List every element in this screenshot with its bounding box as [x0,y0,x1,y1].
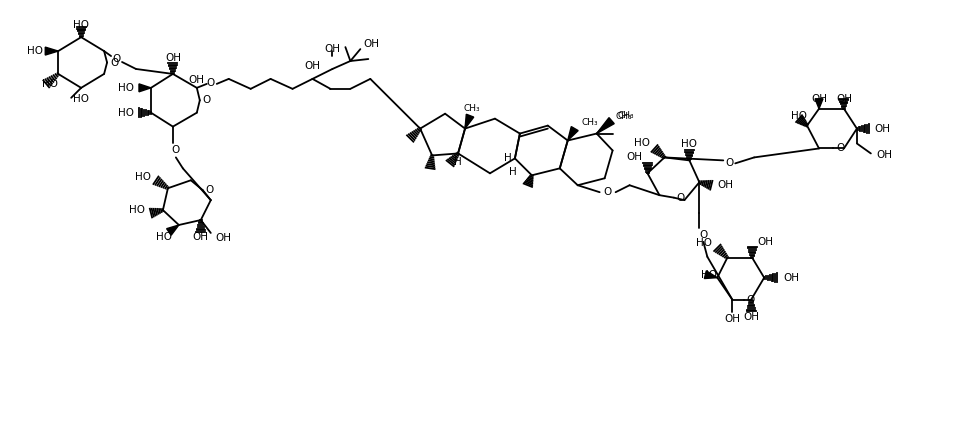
Text: OH: OH [324,44,340,54]
Text: H: H [509,167,517,178]
Text: OH: OH [877,150,893,161]
Text: O: O [836,144,845,153]
Text: OH: OH [193,232,209,242]
Text: O: O [110,58,118,67]
Text: OH: OH [216,233,232,243]
Polygon shape [465,114,474,128]
Text: OH: OH [811,94,827,104]
Text: HO: HO [129,205,145,215]
Text: H: H [504,153,512,163]
Text: CH₃: CH₃ [582,118,598,127]
Text: OH: OH [165,53,181,63]
Text: OH: OH [743,312,760,322]
Polygon shape [704,271,717,279]
Text: HO: HO [73,94,89,104]
Text: O: O [206,78,215,88]
Text: HO: HO [73,20,89,30]
Polygon shape [139,84,151,92]
Polygon shape [45,47,58,55]
Text: H: H [455,157,462,167]
Text: HO: HO [42,79,58,89]
Text: OH: OH [875,124,891,134]
Text: OH: OH [836,94,852,104]
Text: HO: HO [27,46,43,56]
Polygon shape [815,99,823,109]
Text: O: O [112,54,120,64]
Text: OH: OH [189,75,205,85]
Text: OH: OH [784,273,799,283]
Text: OH: OH [717,180,734,190]
Text: HO: HO [634,139,649,149]
Polygon shape [568,127,578,140]
Text: O: O [725,158,734,169]
Text: O: O [747,294,755,305]
Text: HO: HO [701,270,717,280]
Text: HO: HO [682,140,697,149]
Text: OH: OH [305,61,320,71]
Text: HO: HO [791,111,807,121]
Text: OH: OH [626,153,643,162]
Text: HO: HO [696,238,713,248]
Text: CH₃: CH₃ [618,111,634,120]
Text: HO: HO [135,172,151,182]
Text: CH₃: CH₃ [464,104,480,113]
Text: HO: HO [156,232,172,242]
Text: HO: HO [118,83,134,93]
Text: HO: HO [118,107,134,118]
Text: OH: OH [363,39,380,49]
Text: O: O [172,145,180,156]
Text: O: O [205,185,214,195]
Text: O: O [603,187,612,197]
Text: O: O [202,95,211,105]
Polygon shape [167,225,179,235]
Text: OH: OH [758,237,773,247]
Text: CH₃: CH₃ [616,112,632,121]
Polygon shape [596,118,614,133]
Text: O: O [699,230,708,240]
Text: O: O [677,193,685,202]
Text: OH: OH [724,314,740,324]
